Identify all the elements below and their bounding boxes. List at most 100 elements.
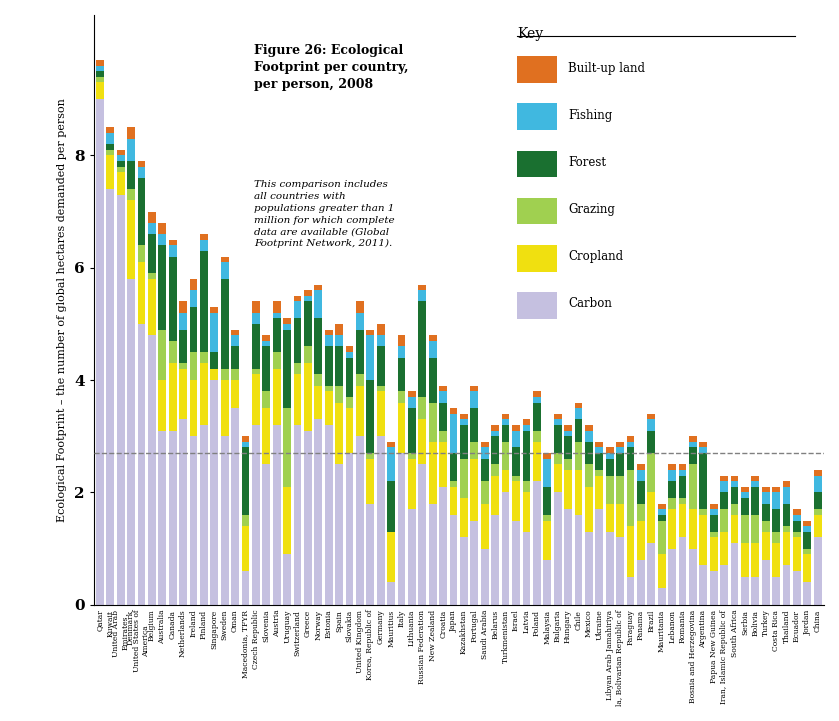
Bar	[429, 335, 436, 341]
Bar	[346, 352, 353, 358]
FancyBboxPatch shape	[517, 198, 557, 224]
Bar	[814, 537, 821, 605]
Bar	[544, 487, 551, 515]
Text: Cropland: Cropland	[568, 250, 623, 263]
FancyBboxPatch shape	[517, 104, 557, 130]
Bar	[190, 436, 197, 605]
Bar	[637, 504, 644, 521]
Bar	[127, 128, 135, 138]
Bar	[263, 392, 270, 408]
Bar	[388, 442, 395, 448]
Bar	[554, 420, 561, 425]
Bar	[315, 285, 322, 291]
Bar	[585, 442, 592, 464]
Bar	[731, 543, 738, 605]
Bar	[523, 481, 530, 492]
Bar	[689, 436, 697, 442]
Bar	[148, 335, 156, 605]
Bar	[450, 481, 457, 487]
Bar	[762, 492, 769, 504]
Bar	[710, 537, 717, 571]
Bar	[200, 234, 208, 239]
Bar	[637, 470, 644, 481]
Bar	[398, 358, 405, 392]
Bar	[616, 453, 624, 476]
Bar	[523, 430, 530, 481]
Bar	[512, 476, 520, 481]
Bar	[512, 481, 520, 521]
Bar	[200, 425, 208, 605]
Bar	[772, 577, 780, 605]
Bar	[377, 386, 384, 392]
Bar	[793, 509, 801, 515]
Bar	[627, 470, 634, 526]
Bar	[772, 543, 780, 577]
Bar	[284, 487, 291, 554]
FancyBboxPatch shape	[517, 151, 557, 177]
Bar	[356, 301, 364, 313]
Bar	[710, 509, 717, 515]
Bar	[408, 453, 416, 459]
Bar	[720, 481, 728, 492]
Bar	[544, 453, 551, 459]
Bar	[440, 386, 447, 392]
Bar	[450, 453, 457, 481]
Bar	[294, 363, 301, 374]
Bar	[388, 532, 395, 583]
Bar	[648, 453, 655, 492]
Bar	[429, 442, 436, 504]
Bar	[710, 532, 717, 537]
Bar	[117, 161, 124, 167]
Bar	[336, 402, 343, 464]
Bar	[346, 453, 353, 605]
Bar	[242, 526, 249, 571]
Bar	[564, 425, 572, 430]
Bar	[388, 448, 395, 481]
Bar	[117, 150, 124, 156]
Bar	[148, 211, 156, 223]
Bar	[304, 430, 312, 605]
Bar	[502, 414, 509, 420]
Bar	[200, 363, 208, 425]
Bar	[710, 504, 717, 509]
Bar	[138, 245, 145, 262]
Bar	[252, 369, 260, 374]
Bar	[419, 464, 426, 605]
Bar	[564, 436, 572, 459]
Bar	[752, 577, 759, 605]
Bar	[533, 397, 540, 402]
Bar	[180, 301, 187, 313]
Bar	[325, 392, 332, 425]
Bar	[169, 430, 176, 605]
Bar	[731, 476, 738, 481]
Bar	[408, 509, 416, 605]
Bar	[221, 369, 228, 380]
Bar	[169, 257, 176, 341]
Bar	[96, 60, 104, 66]
Bar	[793, 532, 801, 537]
Bar	[689, 448, 697, 464]
Bar	[96, 82, 104, 99]
Bar	[502, 420, 509, 425]
Bar	[814, 470, 821, 476]
Bar	[616, 448, 624, 453]
Bar	[648, 420, 655, 430]
Bar	[731, 487, 738, 504]
Bar	[471, 408, 478, 442]
Bar	[242, 515, 249, 526]
Bar	[315, 291, 322, 318]
Bar	[377, 335, 384, 346]
Bar	[138, 161, 145, 167]
Bar	[419, 397, 426, 420]
Bar	[450, 408, 457, 414]
Bar	[263, 464, 270, 605]
Bar	[731, 481, 738, 487]
Bar	[356, 374, 364, 386]
Bar	[492, 425, 499, 430]
Bar	[627, 442, 634, 448]
Bar	[533, 392, 540, 397]
Bar	[523, 425, 530, 430]
Bar	[710, 515, 717, 532]
Bar	[221, 262, 228, 279]
Bar	[564, 470, 572, 509]
